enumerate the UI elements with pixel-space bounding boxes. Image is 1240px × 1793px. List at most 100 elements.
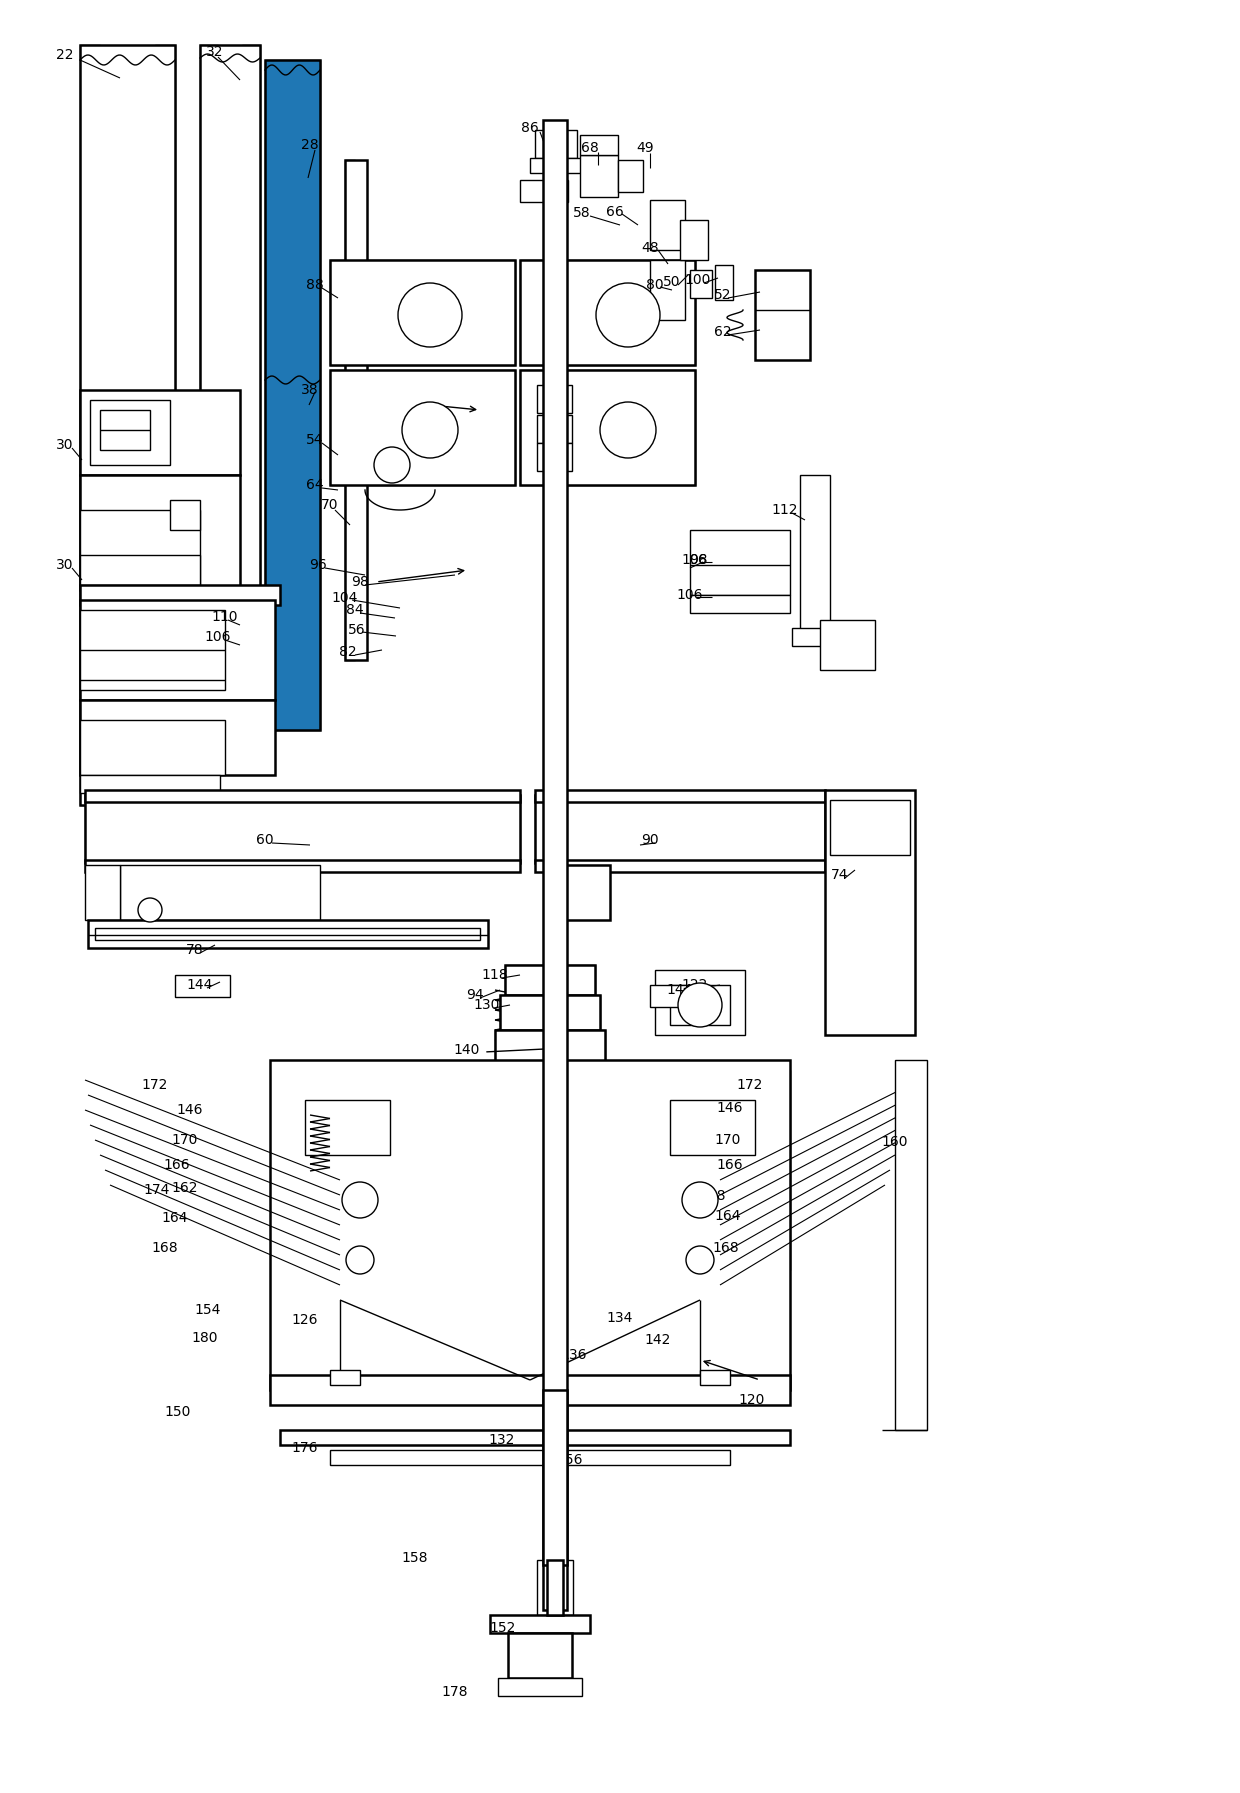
Circle shape bbox=[346, 1246, 374, 1275]
Text: 146: 146 bbox=[717, 1101, 743, 1115]
Bar bbox=[520, 369, 694, 484]
Bar bbox=[81, 556, 200, 585]
Text: 108: 108 bbox=[682, 552, 708, 567]
Bar bbox=[670, 1099, 755, 1155]
Text: 134: 134 bbox=[606, 1311, 634, 1325]
Bar bbox=[95, 929, 480, 940]
Bar bbox=[330, 1370, 360, 1384]
Bar bbox=[689, 595, 790, 613]
Bar bbox=[689, 271, 712, 298]
Bar bbox=[305, 1099, 391, 1155]
Bar bbox=[81, 699, 275, 775]
Circle shape bbox=[682, 1182, 718, 1217]
Bar bbox=[548, 179, 568, 203]
Bar bbox=[81, 45, 100, 805]
Text: 54: 54 bbox=[306, 432, 324, 446]
Text: 68: 68 bbox=[582, 142, 599, 154]
Bar bbox=[81, 610, 224, 690]
Bar bbox=[345, 160, 355, 660]
Bar bbox=[86, 794, 520, 862]
Text: 52: 52 bbox=[714, 289, 732, 301]
Text: 172: 172 bbox=[737, 1078, 763, 1092]
Bar bbox=[547, 1560, 563, 1615]
Bar bbox=[280, 1431, 790, 1445]
Bar bbox=[830, 800, 910, 855]
Text: 84: 84 bbox=[346, 602, 363, 617]
Bar bbox=[534, 794, 825, 862]
Bar bbox=[330, 369, 515, 484]
Bar bbox=[330, 1451, 730, 1465]
Text: 178: 178 bbox=[441, 1685, 469, 1700]
Text: 38: 38 bbox=[301, 384, 319, 396]
Bar bbox=[534, 791, 825, 801]
Bar bbox=[895, 1060, 928, 1431]
Text: 96: 96 bbox=[309, 558, 327, 572]
Text: 156: 156 bbox=[557, 1452, 583, 1467]
Bar bbox=[81, 721, 224, 775]
Bar bbox=[265, 59, 320, 730]
Bar bbox=[91, 400, 125, 430]
Text: 78: 78 bbox=[186, 943, 203, 957]
Text: 66: 66 bbox=[606, 204, 624, 219]
Bar bbox=[792, 628, 837, 645]
Bar bbox=[155, 45, 175, 805]
Bar bbox=[760, 274, 804, 314]
Bar bbox=[200, 45, 218, 766]
Text: 168: 168 bbox=[713, 1241, 739, 1255]
Text: 88: 88 bbox=[306, 278, 324, 292]
Text: 104: 104 bbox=[332, 592, 358, 604]
Circle shape bbox=[678, 983, 722, 1027]
Text: 74: 74 bbox=[831, 868, 848, 882]
Bar bbox=[508, 1633, 572, 1678]
Text: 158: 158 bbox=[402, 1551, 428, 1565]
Bar bbox=[534, 131, 577, 158]
Bar bbox=[495, 1029, 605, 1070]
Text: 120: 120 bbox=[739, 1393, 765, 1408]
Bar bbox=[270, 1060, 790, 1390]
Text: 144: 144 bbox=[667, 983, 693, 997]
Text: 30: 30 bbox=[56, 558, 73, 572]
Text: 100: 100 bbox=[684, 273, 712, 287]
Bar bbox=[520, 260, 694, 366]
Bar bbox=[670, 1070, 790, 1269]
Text: 60: 60 bbox=[257, 834, 274, 846]
Bar bbox=[715, 265, 733, 299]
Text: 132: 132 bbox=[489, 1433, 515, 1447]
Bar bbox=[120, 864, 320, 920]
Text: 49: 49 bbox=[636, 142, 653, 154]
Bar bbox=[800, 475, 830, 629]
Text: 110: 110 bbox=[212, 610, 238, 624]
Bar bbox=[330, 260, 515, 366]
Bar bbox=[543, 1390, 567, 1565]
Circle shape bbox=[138, 898, 162, 922]
Bar bbox=[534, 794, 825, 862]
Bar bbox=[830, 859, 910, 888]
Text: 180: 180 bbox=[192, 1330, 218, 1345]
Bar bbox=[81, 509, 200, 585]
Text: 142: 142 bbox=[645, 1332, 671, 1347]
Text: 32: 32 bbox=[206, 45, 223, 59]
Text: 148: 148 bbox=[699, 1189, 727, 1203]
Circle shape bbox=[342, 1182, 378, 1217]
Bar bbox=[689, 531, 790, 595]
Circle shape bbox=[596, 283, 660, 348]
Text: 174: 174 bbox=[144, 1183, 170, 1198]
Bar bbox=[81, 391, 241, 475]
Bar bbox=[556, 864, 610, 920]
Text: 126: 126 bbox=[291, 1312, 319, 1327]
Bar bbox=[498, 1678, 582, 1696]
Bar bbox=[270, 1375, 790, 1406]
Text: 164: 164 bbox=[161, 1210, 188, 1225]
Text: 160: 160 bbox=[882, 1135, 908, 1149]
Bar bbox=[86, 791, 520, 801]
Text: 70: 70 bbox=[321, 498, 339, 513]
Bar bbox=[81, 45, 175, 805]
Bar bbox=[537, 443, 572, 472]
Text: 106: 106 bbox=[205, 629, 231, 644]
Text: 94: 94 bbox=[466, 988, 484, 1002]
Bar bbox=[500, 995, 600, 1029]
Bar bbox=[500, 995, 600, 1029]
Bar bbox=[820, 620, 875, 671]
Circle shape bbox=[402, 402, 458, 457]
Bar bbox=[520, 369, 694, 484]
